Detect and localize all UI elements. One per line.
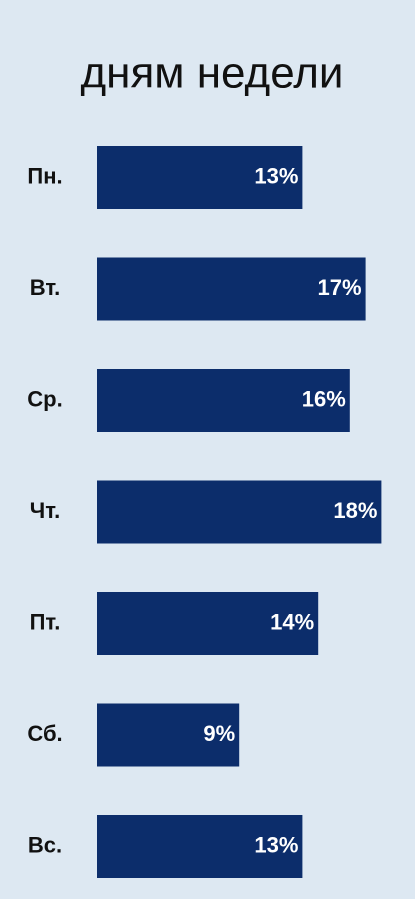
bar xyxy=(97,257,366,321)
value-label: 18% xyxy=(333,498,377,523)
value-label: 13% xyxy=(254,832,298,857)
category-label: Вс. xyxy=(28,832,62,857)
bar xyxy=(97,815,303,878)
value-label: 16% xyxy=(302,386,346,411)
value-label: 17% xyxy=(318,275,362,300)
bar xyxy=(97,369,350,432)
value-label: 14% xyxy=(270,609,314,634)
category-label: Вт. xyxy=(30,275,61,300)
bar xyxy=(97,592,319,655)
value-label: 13% xyxy=(254,163,298,188)
category-label: Пн. xyxy=(27,163,62,188)
category-label: Пт. xyxy=(30,609,61,634)
category-label: Ср. xyxy=(27,386,62,411)
chart-title: дням недели xyxy=(80,49,343,98)
category-label: Сб. xyxy=(27,721,62,746)
category-label: Чт. xyxy=(30,498,60,523)
bar xyxy=(97,703,240,767)
bar xyxy=(97,146,303,209)
bar xyxy=(97,480,382,544)
value-label: 9% xyxy=(203,721,235,746)
